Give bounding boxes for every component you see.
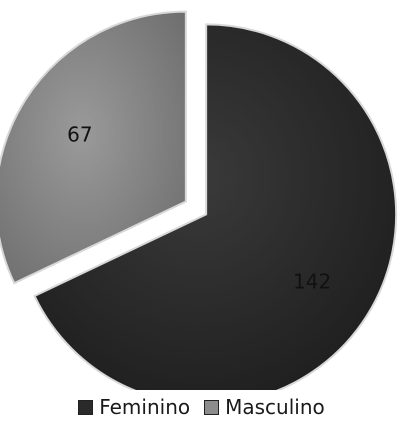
legend-swatch-masculino <box>204 399 220 415</box>
legend-item-feminino: Feminino <box>78 395 190 419</box>
legend-label-feminino: Feminino <box>99 395 191 419</box>
legend: Feminino Masculino <box>0 392 403 422</box>
legend-item-masculino: Masculino <box>204 395 325 419</box>
pie-slice-masculino <box>0 10 187 285</box>
pie-slice-feminino <box>33 23 398 390</box>
data-label-feminino: 142 <box>293 269 331 293</box>
legend-label-masculino: Masculino <box>225 395 325 419</box>
pie-chart: 142 67 <box>0 10 398 390</box>
legend-swatch-feminino <box>78 399 94 415</box>
data-label-masculino: 67 <box>67 123 92 147</box>
